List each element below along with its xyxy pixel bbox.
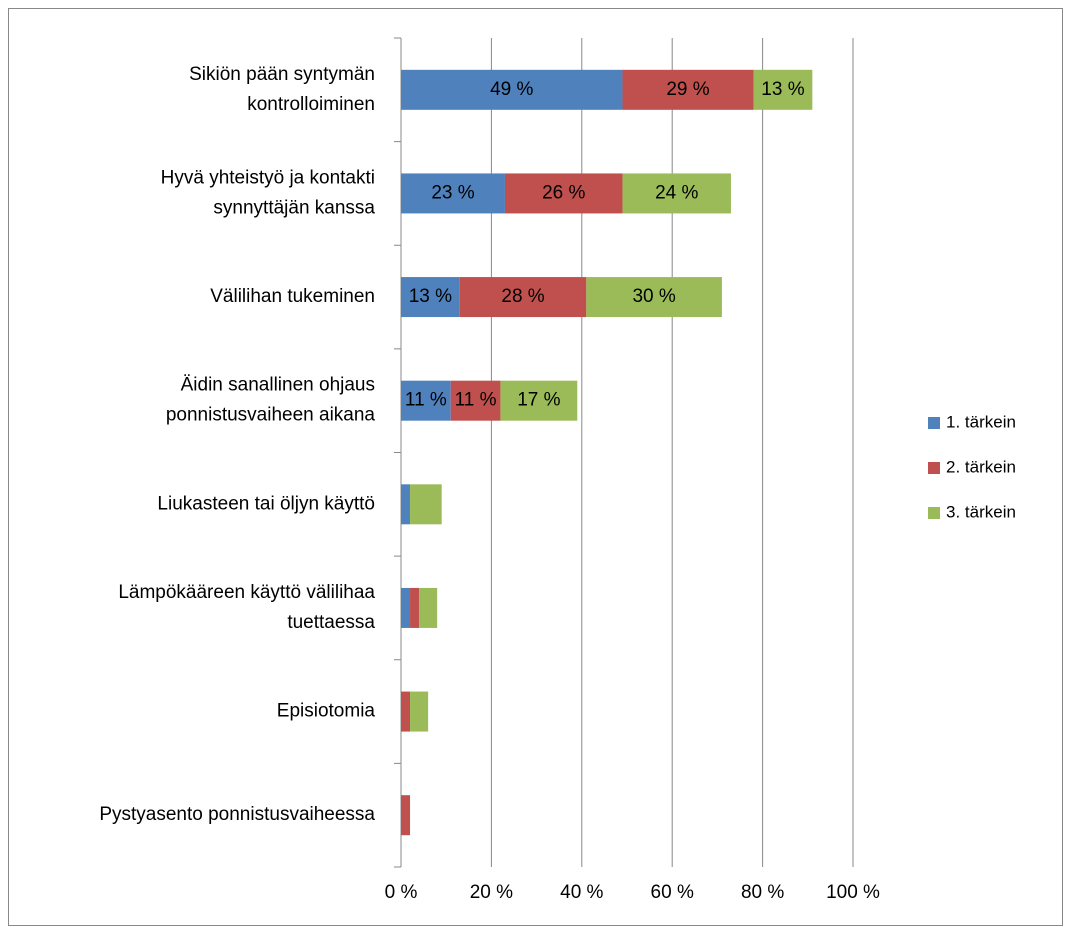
bar-segment [401, 173, 505, 214]
x-tick-label: 40 % [560, 882, 603, 903]
bar-segment [753, 69, 813, 110]
bar-segment [419, 587, 438, 628]
y-tick-label: Äidin sanallinen ohjaus ponnistusvaiheen … [166, 375, 376, 426]
bar-segment [622, 69, 754, 110]
bar-segment [401, 587, 411, 628]
x-tick-label: 0 % [385, 882, 418, 903]
bar-segment [401, 691, 411, 732]
y-tick-label: Episiotomia [277, 701, 376, 722]
y-tick-label: Hyvä yhteistyö ja kontakti synnyttäjän ka… [161, 167, 376, 218]
bar-segment [459, 277, 587, 318]
data-label: 11 % [405, 390, 447, 411]
bar-segment [410, 484, 442, 525]
x-tick-label: 20 % [470, 882, 513, 903]
y-tick-label: Sikiön pään syntymän kontrolloiminen [189, 64, 375, 115]
bar-segment [504, 173, 623, 214]
data-label: 49 % [490, 79, 533, 100]
data-label: 28 % [501, 286, 544, 307]
legend: 1. tärkein 2. tärkein 3. tärkein [928, 412, 1016, 521]
y-tick-label: Välilihan tukeminen [210, 286, 375, 307]
bar-segment [410, 691, 429, 732]
legend-swatch [928, 507, 940, 519]
legend-label: 1. tärkein [946, 412, 1016, 431]
bar-segment [401, 277, 460, 318]
data-label: 11 % [455, 390, 497, 411]
bar-segment [401, 380, 451, 421]
bar-segment [401, 484, 411, 525]
x-tick-label: 60 % [651, 882, 694, 903]
y-tick-label: Lämpökääreen käyttö välilihaa tuettaessa [118, 582, 375, 633]
y-tick-label: Liukasteen tai öljyn käyttö [157, 493, 375, 514]
data-label: 26 % [542, 182, 585, 203]
data-label: 17 % [517, 390, 560, 411]
chart-frame [8, 8, 1063, 926]
legend-swatch [928, 462, 940, 474]
data-label: 29 % [666, 79, 709, 100]
y-tick-label: Pystyasento ponnistusvaiheessa [99, 804, 375, 825]
bar-segment [586, 277, 722, 318]
bar-segment [401, 69, 623, 110]
bar-segment [410, 587, 420, 628]
data-label: 13 % [761, 79, 804, 100]
bar-segment [622, 173, 731, 214]
data-label: 30 % [632, 286, 675, 307]
x-tick-label: 80 % [741, 882, 784, 903]
bar-segment [500, 380, 578, 421]
legend-label: 3. tärkein [946, 502, 1016, 521]
legend-swatch [928, 417, 940, 429]
data-label: 23 % [431, 182, 474, 203]
bar-segment [401, 795, 411, 836]
x-tick-label: 100 % [826, 882, 880, 903]
data-label: 13 % [409, 286, 452, 307]
data-label: 24 % [655, 182, 698, 203]
legend-label: 2. tärkein [946, 457, 1016, 476]
bar-segment [450, 380, 501, 421]
